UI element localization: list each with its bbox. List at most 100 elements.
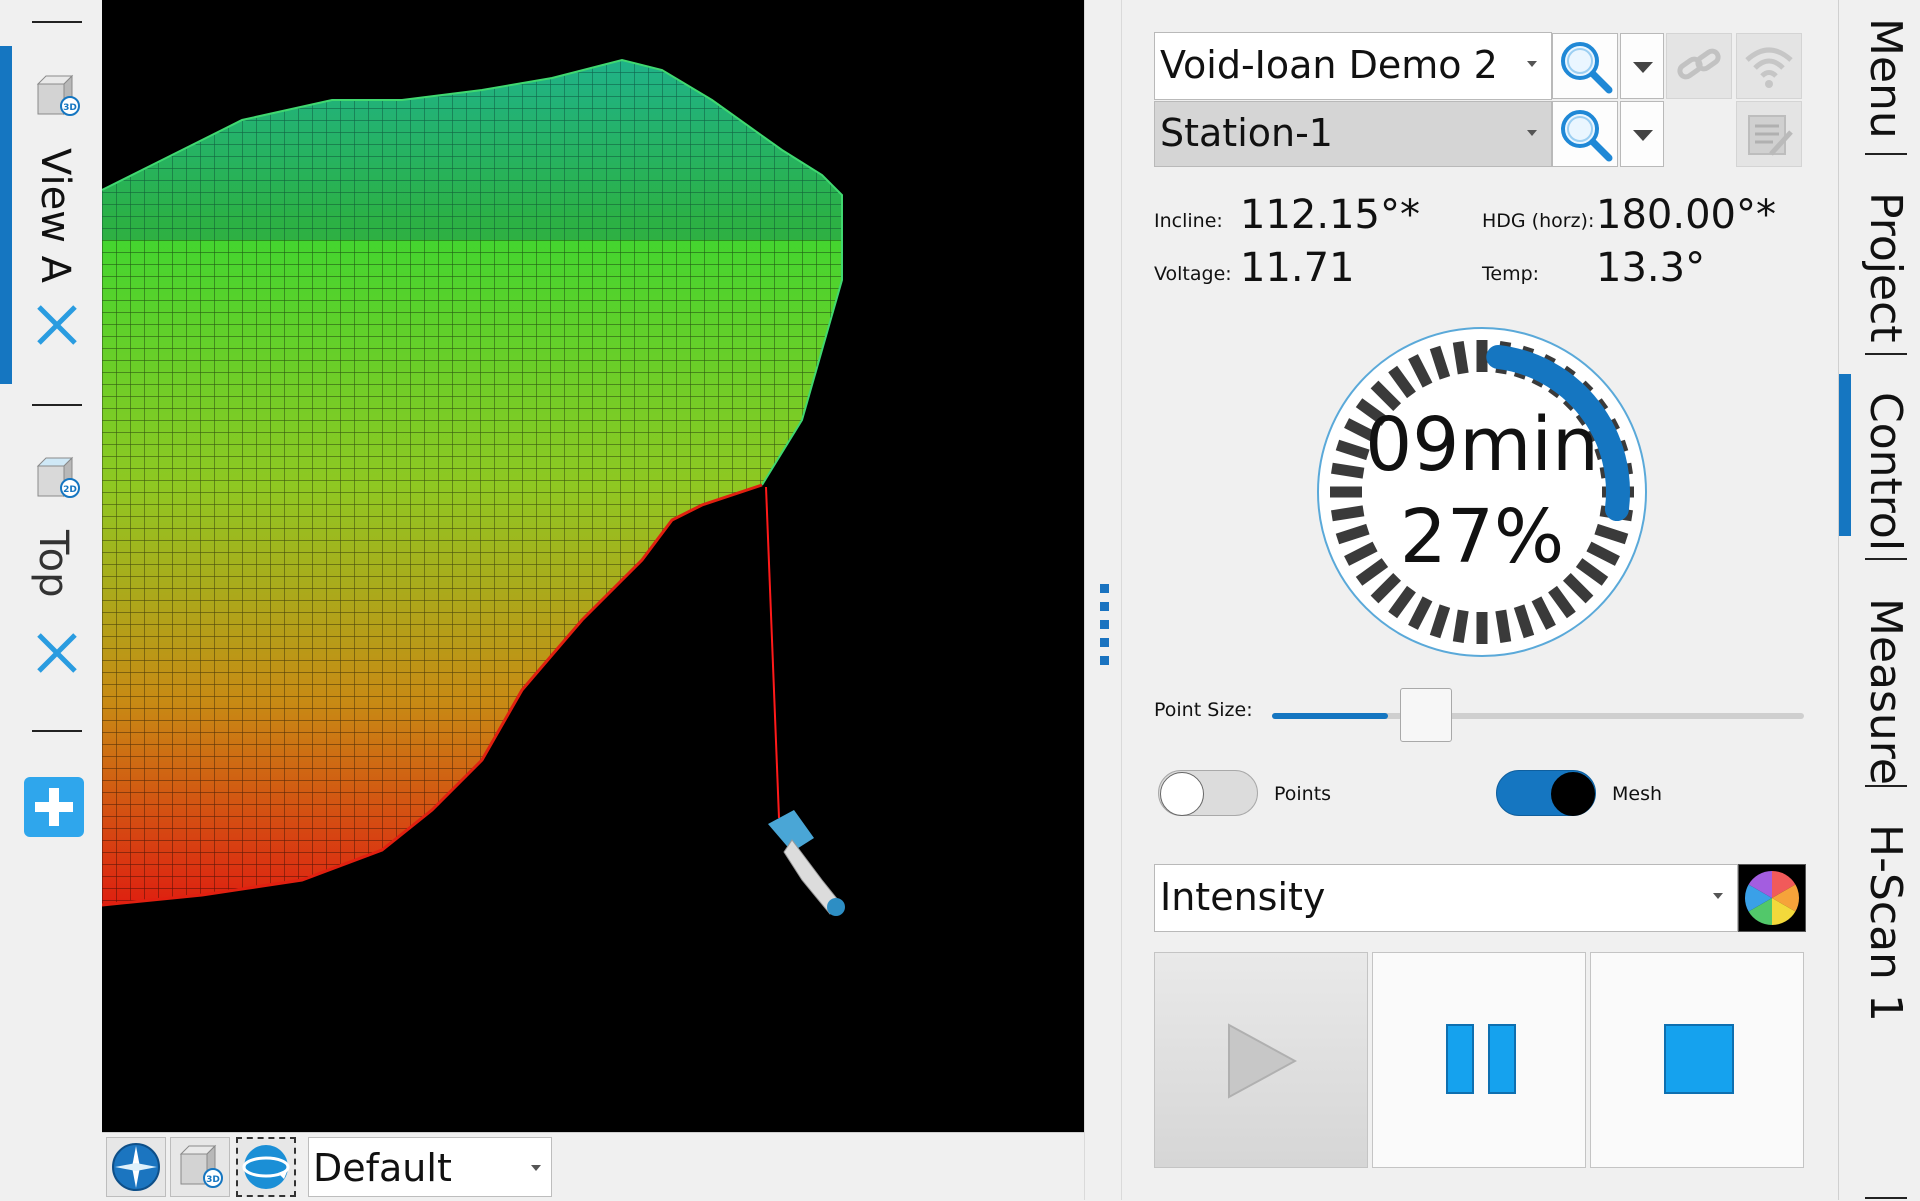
tab-view-a[interactable]: 3D View A <box>0 46 102 384</box>
points-label: Points <box>1274 783 1332 805</box>
search-icon <box>1561 110 1613 162</box>
tab-view-a-label: View A <box>32 148 78 283</box>
play-button[interactable] <box>1154 952 1368 1168</box>
search-project-button[interactable] <box>1552 33 1618 99</box>
add-icon[interactable] <box>23 776 85 838</box>
pause-button[interactable] <box>1372 952 1586 1168</box>
link-button[interactable] <box>1666 33 1732 99</box>
tab-measure-label: Measure <box>1860 598 1911 785</box>
tab-separator <box>1865 558 1907 560</box>
3d-viewport[interactable] <box>102 0 1084 1132</box>
scan-progress-gauge: 09min 27% <box>1312 322 1652 662</box>
tab-separator <box>1865 153 1907 155</box>
gauge-tick <box>1495 609 1512 643</box>
wifi-button[interactable] <box>1736 33 1802 99</box>
gauge-tick <box>1388 585 1416 619</box>
tab-top-label: Top <box>30 530 76 598</box>
rotate-view-icon <box>242 1145 290 1189</box>
mesh-render <box>102 58 845 916</box>
cube-2d-icon: 2D <box>36 456 80 498</box>
stop-button[interactable] <box>1590 952 1804 1168</box>
chevron-down-icon <box>1527 130 1537 136</box>
chevron-down-icon <box>531 1165 541 1171</box>
gauge-tick <box>1513 604 1535 639</box>
gauge-tick <box>1408 354 1433 388</box>
cube-3d-icon: 3D <box>36 74 80 116</box>
view-mode-3d-button[interactable]: 3D <box>170 1137 230 1197</box>
view-preset-select[interactable]: Default <box>308 1137 552 1197</box>
tab-control-label: Control <box>1860 392 1911 552</box>
station-select[interactable]: Station-1 <box>1154 101 1552 167</box>
incline-value: 112.15°* <box>1240 192 1420 238</box>
tab-top[interactable]: 2D Top <box>0 430 102 692</box>
tab-project[interactable]: Project <box>1839 156 1920 352</box>
edit-notes-button[interactable] <box>1736 101 1802 167</box>
point-size-slider[interactable] <box>1272 713 1804 719</box>
tab-measure[interactable]: Measure <box>1839 562 1920 785</box>
tab-menu-label: Menu <box>1860 18 1911 139</box>
gauge-tick <box>1575 558 1609 586</box>
gauge-tick <box>1370 572 1402 604</box>
compass-icon <box>112 1143 160 1191</box>
tab-separator <box>32 404 82 406</box>
temp-label: Temp: <box>1482 263 1540 285</box>
search-station-button[interactable] <box>1552 101 1618 167</box>
grip-dot <box>1100 584 1109 593</box>
voltage-label: Voltage: <box>1154 263 1232 285</box>
active-tab-indicator <box>0 46 12 384</box>
cube-3d-badge: 3D <box>63 103 77 113</box>
color-mode-select[interactable]: Intensity <box>1154 864 1738 932</box>
tab-menu[interactable]: Menu <box>1839 0 1920 150</box>
wifi-icon <box>1745 47 1793 88</box>
project-dropdown-button[interactable] <box>1620 33 1664 99</box>
compass-button[interactable] <box>106 1137 166 1197</box>
project-select[interactable]: Void-Ioan Demo 2 <box>1154 32 1552 100</box>
gauge-tick <box>1370 380 1402 412</box>
tab-project-label: Project <box>1860 192 1911 343</box>
control-panel: Void-Ioan Demo 2 Station-1 <box>1122 0 1838 1200</box>
points-toggle[interactable] <box>1158 770 1258 816</box>
main-tab-bar: Menu Project Control Measure H-Scan 1 <box>1838 0 1920 1200</box>
gauge-tick <box>1335 523 1370 545</box>
panel-splitter[interactable] <box>1084 0 1122 1200</box>
progress-time: 09min <box>1365 402 1599 488</box>
point-size-label: Point Size: <box>1154 699 1253 721</box>
chevron-down-icon <box>1713 893 1723 899</box>
view-preset-value: Default <box>313 1146 452 1190</box>
progress-percent: 27% <box>1399 494 1565 580</box>
chevron-down-icon <box>1527 61 1537 67</box>
color-palette-button[interactable] <box>1738 864 1806 932</box>
point-size-slider-handle[interactable] <box>1400 688 1453 742</box>
gauge-tick <box>1331 505 1365 522</box>
tab-separator <box>32 730 82 732</box>
gauge-tick <box>1355 558 1389 586</box>
tab-hscan-1-label: H-Scan 1 <box>1860 824 1911 1022</box>
mesh-label: Mesh <box>1612 783 1663 805</box>
tab-separator <box>1865 1197 1907 1199</box>
toggle-knob <box>1160 772 1204 816</box>
tab-separator <box>1865 785 1907 787</box>
grip-dot <box>1100 602 1109 611</box>
mesh-toggle[interactable] <box>1496 770 1596 816</box>
gauge-tick <box>1452 341 1469 375</box>
gauge-tick <box>1335 439 1370 461</box>
link-icon <box>1677 48 1721 80</box>
gauge-tick <box>1452 609 1469 643</box>
close-icon[interactable] <box>34 302 80 348</box>
close-icon[interactable] <box>34 630 80 676</box>
cube-2d-badge: 2D <box>63 485 77 495</box>
tab-separator <box>32 21 82 23</box>
temp-value: 13.3° <box>1596 245 1706 291</box>
gauge-tick <box>1429 604 1451 639</box>
color-mode-value: Intensity <box>1160 875 1326 919</box>
grip-dot <box>1100 638 1109 647</box>
notes-edit-icon <box>1748 115 1793 156</box>
station-dropdown-button[interactable] <box>1620 101 1664 167</box>
orbit-button[interactable] <box>236 1137 296 1197</box>
toggle-knob <box>1551 772 1595 816</box>
gauge-tick <box>1331 462 1365 479</box>
gauge-tick <box>1355 398 1389 426</box>
tab-hscan-1[interactable]: H-Scan 1 <box>1839 790 1920 1022</box>
tab-control[interactable]: Control <box>1839 374 1920 551</box>
progress-ring <box>1317 327 1647 657</box>
